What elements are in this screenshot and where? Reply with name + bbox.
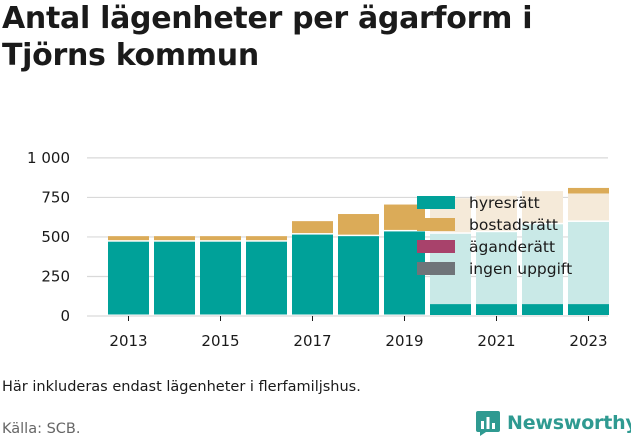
legend-swatch-ingen_uppgift xyxy=(417,262,455,275)
bar-bostadsratt-2021 xyxy=(476,195,517,231)
newsworthy-chart-bubble-icon xyxy=(476,411,500,436)
y-tick-label: 500 xyxy=(41,228,70,246)
x-tick-label: 2021 xyxy=(477,332,515,350)
x-tick-label: 2019 xyxy=(385,332,423,350)
y-tick-label: 750 xyxy=(41,188,70,206)
legend-label-ingen_uppgift: ingen uppgift xyxy=(469,260,572,278)
legend-label-bostadsratt: bostadsrätt xyxy=(469,216,558,234)
bar-bostadsratt-2014 xyxy=(154,236,195,241)
bar-hyresratt-2015 xyxy=(200,241,241,315)
x-tick-label: 2017 xyxy=(293,332,331,350)
brand-name: Newsworthy xyxy=(507,412,631,434)
bar-bostadsratt-2016 xyxy=(246,236,287,241)
bar-highlight-2020 xyxy=(430,304,471,315)
y-axis: 0 250 500 750 1 000 xyxy=(27,149,70,325)
bar-highlight-2023 xyxy=(568,304,609,315)
legend-swatch-hyresratt xyxy=(417,196,455,209)
bar-hyresratt-2023 xyxy=(568,221,609,315)
y-tick-label: 250 xyxy=(41,267,70,285)
x-tick-label: 2013 xyxy=(109,332,147,350)
bar-chart: 0 250 500 750 1 000 2013 2015 2017 2019 2021 2023… xyxy=(27,149,609,350)
legend-label-hyresratt: hyresrätt xyxy=(469,194,540,212)
y-tick-label: 1 000 xyxy=(27,149,70,167)
legend: hyresrätt bostadsrätt äganderätt ingen uppg… xyxy=(417,194,572,278)
source-text: Källa: SCB. xyxy=(2,421,81,437)
legend-swatch-bostadsratt xyxy=(417,218,455,231)
bar-hyresratt-2022 xyxy=(522,224,563,315)
x-tick-label: 2023 xyxy=(569,332,607,350)
legend-swatch-aganderatt xyxy=(417,240,455,253)
chart-title: Antal lägenheter per ägarform i Tjörns k… xyxy=(2,1,533,73)
bar-bostadsratt-cap-2023 xyxy=(568,187,609,194)
bar-bostadsratt-2013 xyxy=(108,236,149,241)
chart-note: Här inkluderas endast lägenheter i flerf… xyxy=(2,379,361,395)
bar-hyresratt-2013 xyxy=(108,241,149,315)
bar-bostadsratt-2017 xyxy=(292,221,333,234)
brand-logo[interactable]: Newsworthy xyxy=(475,408,631,438)
legend-label-aganderatt: äganderätt xyxy=(469,238,555,256)
bar-hyresratt-2016 xyxy=(246,241,287,315)
x-tick-label: 2015 xyxy=(201,332,239,350)
y-tick-label: 0 xyxy=(60,307,70,325)
bar-highlight-2021 xyxy=(476,304,517,315)
bar-bostadsratt-2022 xyxy=(522,191,563,223)
bar-bostadsratt-2018 xyxy=(338,214,379,235)
bar-hyresratt-2014 xyxy=(154,241,195,315)
bar-hyresratt-2021 xyxy=(476,232,517,315)
bar-highlight-2022 xyxy=(522,304,563,315)
x-axis: 2013 2015 2017 2019 2021 2023 xyxy=(109,316,608,350)
bar-bostadsratt-2015 xyxy=(200,236,241,241)
bar-hyresratt-2017 xyxy=(292,234,333,315)
bar-hyresratt-2018 xyxy=(338,236,379,315)
